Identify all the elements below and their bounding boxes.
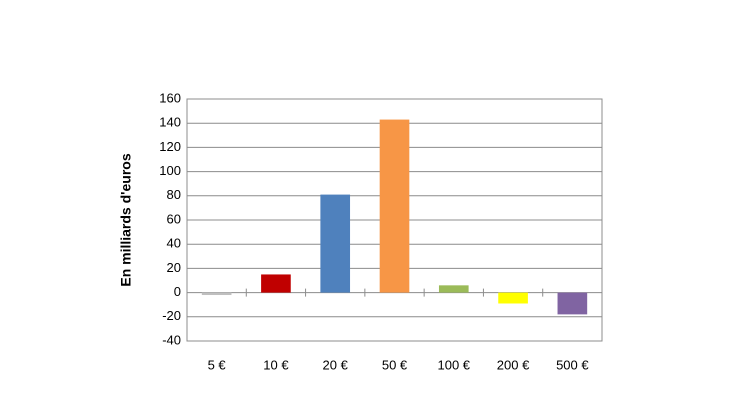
y-tick-label: 60 bbox=[167, 211, 181, 226]
bar bbox=[201, 292, 232, 296]
y-tick-label: 140 bbox=[159, 115, 181, 130]
y-tick-label: 20 bbox=[167, 260, 181, 275]
bar bbox=[379, 119, 410, 293]
y-tick-label: 120 bbox=[159, 139, 181, 154]
x-tick-label: 100 € bbox=[438, 357, 471, 372]
bar bbox=[261, 274, 291, 293]
x-tick-label: 500 € bbox=[556, 357, 589, 372]
x-tick-label: 50 € bbox=[382, 357, 408, 372]
y-tick-label: 40 bbox=[167, 236, 181, 251]
y-tick-label: 80 bbox=[167, 187, 181, 202]
bar bbox=[498, 292, 528, 304]
x-tick-label: 10 € bbox=[263, 357, 289, 372]
bar bbox=[557, 292, 588, 315]
y-tick-label: 0 bbox=[174, 284, 181, 299]
x-tick-label: 200 € bbox=[497, 357, 530, 372]
y-tick-label: -40 bbox=[162, 332, 181, 347]
bar bbox=[438, 285, 469, 293]
y-tick-label: 100 bbox=[159, 163, 181, 178]
bar bbox=[320, 194, 351, 293]
y-axis-label: En milliards d'euros bbox=[118, 153, 134, 286]
x-tick-label: 5 € bbox=[208, 357, 227, 372]
x-tick-label: 20 € bbox=[323, 357, 349, 372]
plot-frame bbox=[186, 98, 603, 342]
y-tick-label: -20 bbox=[162, 308, 181, 323]
y-tick-label: 160 bbox=[159, 90, 181, 105]
